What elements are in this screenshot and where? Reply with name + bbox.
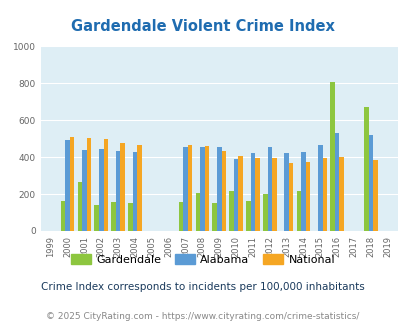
- Bar: [233, 159, 238, 231]
- Bar: [103, 139, 108, 231]
- Bar: [137, 146, 141, 231]
- Bar: [132, 152, 137, 231]
- Bar: [284, 153, 288, 231]
- Bar: [317, 145, 322, 231]
- Bar: [212, 203, 216, 231]
- Bar: [322, 158, 326, 231]
- Bar: [87, 138, 91, 231]
- Bar: [70, 137, 74, 231]
- Legend: Gardendale, Alabama, National: Gardendale, Alabama, National: [66, 250, 339, 269]
- Bar: [229, 191, 233, 231]
- Bar: [255, 158, 259, 231]
- Bar: [363, 107, 368, 231]
- Bar: [65, 140, 70, 231]
- Bar: [296, 191, 301, 231]
- Bar: [115, 151, 120, 231]
- Bar: [339, 157, 343, 231]
- Bar: [271, 158, 276, 231]
- Bar: [305, 161, 309, 231]
- Bar: [204, 147, 209, 231]
- Bar: [120, 143, 125, 231]
- Text: Crime Index corresponds to incidents per 100,000 inhabitants: Crime Index corresponds to incidents per…: [41, 282, 364, 292]
- Bar: [178, 202, 183, 231]
- Bar: [245, 201, 250, 231]
- Bar: [334, 133, 339, 231]
- Bar: [250, 153, 255, 231]
- Bar: [301, 152, 305, 231]
- Bar: [128, 203, 132, 231]
- Bar: [77, 182, 82, 231]
- Bar: [99, 149, 103, 231]
- Bar: [288, 163, 293, 231]
- Bar: [368, 135, 372, 231]
- Bar: [188, 145, 192, 231]
- Bar: [82, 150, 87, 231]
- Bar: [216, 148, 221, 231]
- Bar: [183, 148, 188, 231]
- Bar: [94, 205, 99, 231]
- Bar: [221, 151, 226, 231]
- Bar: [262, 194, 267, 231]
- Bar: [195, 193, 200, 231]
- Bar: [372, 160, 377, 231]
- Text: © 2025 CityRating.com - https://www.cityrating.com/crime-statistics/: © 2025 CityRating.com - https://www.city…: [46, 312, 359, 321]
- Bar: [330, 82, 334, 231]
- Bar: [238, 156, 242, 231]
- Text: Gardendale Violent Crime Index: Gardendale Violent Crime Index: [71, 19, 334, 34]
- Bar: [200, 147, 204, 231]
- Bar: [267, 147, 271, 231]
- Bar: [111, 202, 115, 231]
- Bar: [61, 201, 65, 231]
